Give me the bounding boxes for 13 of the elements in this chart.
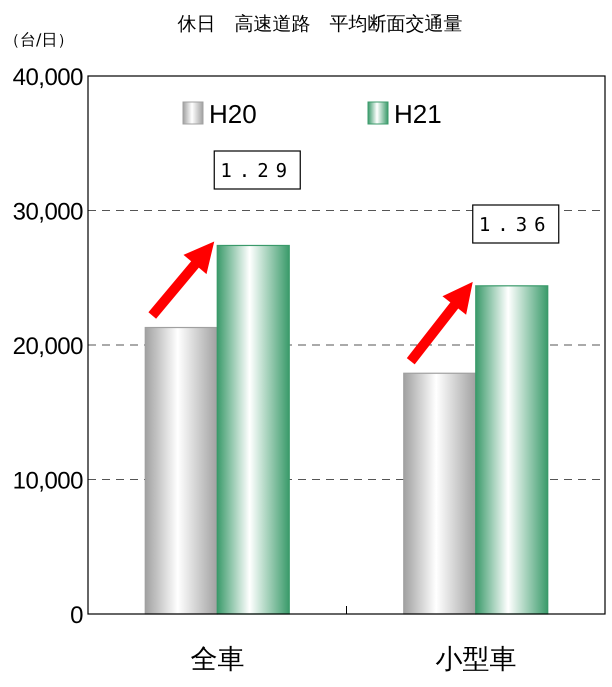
y-tick-label: 0 [70,602,84,629]
y-tick-label: 40,000 [12,64,84,91]
y-axis-title: （台/日） [4,30,74,49]
y-tick-label: 30,000 [12,198,84,226]
x-tick-label: 全車 [190,644,244,675]
chart-title: 休日 高速道路 平均断面交通量 [178,13,462,35]
y-tick-label: 20,000 [12,333,84,360]
legend-label: H21 [394,99,442,129]
annotation: 1.36 [478,214,553,236]
y-tick-label: 10,000 [12,468,84,494]
x-tick-label: 小型車 [435,644,516,675]
legend-label: H20 [209,99,257,129]
annotation: 1.29 [220,160,294,182]
